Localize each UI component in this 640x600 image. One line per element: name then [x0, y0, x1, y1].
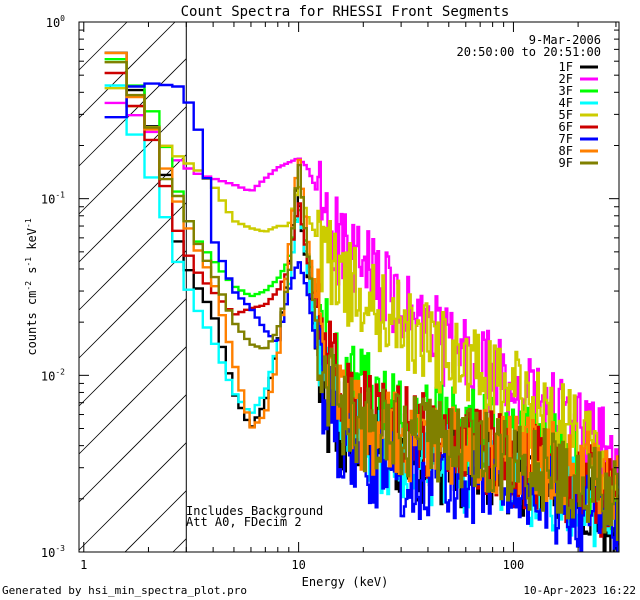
hatch-line — [78, 394, 187, 503]
y-label-exp2: -1 — [24, 257, 33, 267]
series-line-9F — [104, 61, 619, 541]
legend-label-3F: 3F — [559, 84, 573, 98]
hatch-line — [78, 58, 187, 167]
annotation-attenuator: Att A0, FDecim 2 — [186, 515, 302, 529]
legend-label-4F: 4F — [559, 96, 573, 110]
annotation-background: Includes Background — [186, 504, 323, 518]
hatch-line — [78, 202, 187, 311]
x-tick-label: 100 — [503, 558, 525, 572]
series-layer — [104, 51, 619, 552]
legend-label-6F: 6F — [559, 120, 573, 134]
series-line-2F — [104, 101, 619, 509]
y-label-exp1: -2 — [24, 281, 33, 291]
y-label-base: counts cm — [25, 291, 39, 356]
x-tick-label: 1 — [80, 558, 87, 572]
x-axis-ticks: 1 10 100 — [80, 22, 617, 572]
hatch-line — [172, 538, 187, 553]
hatch-line — [78, 154, 187, 263]
y-axis-label: counts cm-2 s-1 keV-1 — [24, 218, 39, 355]
footer-generated-by: Generated by hsi_min_spectra_plot.pro — [2, 584, 247, 597]
time-range-label: 20:50:00 to 20:51:00 — [457, 45, 602, 59]
legend-label-1F: 1F — [559, 60, 573, 74]
y-tick-label: 10-1 — [41, 191, 65, 207]
legend-label-5F: 5F — [559, 108, 573, 122]
series-line-5F — [104, 87, 619, 500]
y-label-mid: s — [25, 267, 39, 281]
y-tick-label: 10-2 — [41, 367, 65, 383]
hatch-line — [78, 346, 187, 455]
hatch-line — [78, 442, 187, 551]
legend-label-8F: 8F — [559, 144, 573, 158]
footer-timestamp: 10-Apr-2023 16:22 — [523, 584, 636, 597]
y-label-exp3: -1 — [24, 218, 33, 228]
legend-label-2F: 2F — [559, 72, 573, 86]
hatch-line — [78, 21, 128, 71]
y-tick-label: 100 — [46, 14, 65, 30]
legend-label-7F: 7F — [559, 132, 573, 146]
hatch-line — [124, 490, 187, 553]
x-axis-label: Energy (keV) — [302, 575, 389, 589]
y-label-unit: keV — [25, 228, 39, 257]
hatch-line — [78, 106, 187, 215]
plot-frame — [78, 21, 620, 553]
hatch-line — [78, 250, 187, 359]
chart-title: Count Spectra for RHESSI Front Segments — [181, 4, 510, 20]
date-label: 9-Mar-2006 — [529, 33, 601, 47]
y-axis-ticks: 100 10-1 10-2 10-3 — [41, 14, 619, 560]
hatch-line — [78, 298, 187, 407]
x-tick-label: 10 — [291, 558, 305, 572]
legend-label-9F: 9F — [559, 156, 573, 170]
y-tick-label: 10-3 — [41, 544, 65, 560]
